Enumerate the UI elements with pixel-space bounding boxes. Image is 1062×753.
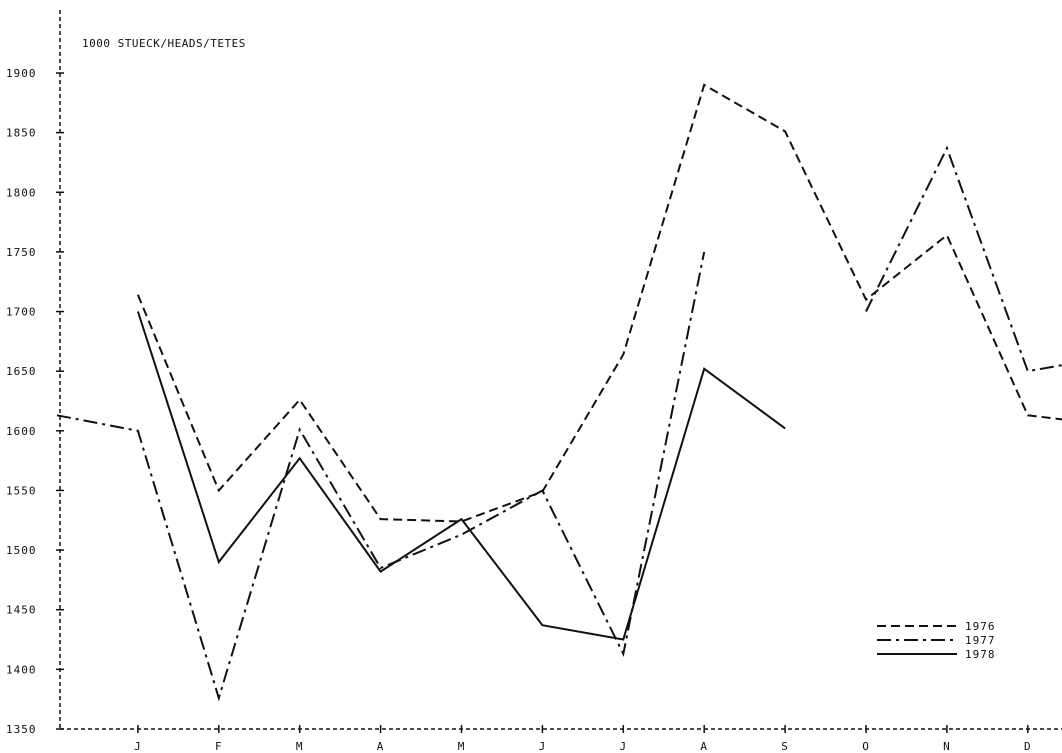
x-tick-label: A [700,740,708,753]
axes [59,10,1062,730]
x-tick-label: F [215,740,223,753]
y-tick-label: 1750 [6,246,37,259]
x-tick-label: D [1024,740,1032,753]
x-tick-label: S [781,740,789,753]
y-tick-label: 1900 [6,67,37,80]
y-tick-label: 1800 [6,186,37,199]
legend-label-1978: 1978 [965,648,996,661]
x-tick-label: J [134,740,142,753]
x-tick-label: O [862,740,870,753]
x-tick-label: J [619,740,627,753]
legend-label-1976: 1976 [965,620,996,633]
y-tick-label: 1350 [6,723,37,736]
x-tick-label: M [458,740,466,753]
x-tick-label: N [943,740,951,753]
x-tick-label: M [296,740,304,753]
series-line-1977 [56,251,706,702]
series-line-1978 [136,311,786,641]
legend-label-1977: 1977 [965,634,996,647]
y-tick-label: 1600 [6,425,37,438]
x-tick-label: A [377,740,385,753]
y-tick-label: 1400 [6,663,37,676]
unit-label: 1000 STUECK/HEADS/TETES [82,37,246,50]
x-tick-label: J [539,740,547,753]
y-tick-label: 1650 [6,365,37,378]
y-ticks: 1350 1400 1450 1500 1550 1600 1650 1700 1750 1800… [6,67,64,736]
y-tick-label: 1500 [6,544,37,557]
y-tick-label: 1550 [6,484,37,497]
series-line-1977 [865,145,1062,373]
series-lines [56,83,1062,702]
y-tick-label: 1700 [6,306,37,319]
y-tick-label: 1450 [6,604,37,617]
y-tick-label: 1850 [6,127,37,140]
series-line-1976 [136,83,1062,523]
